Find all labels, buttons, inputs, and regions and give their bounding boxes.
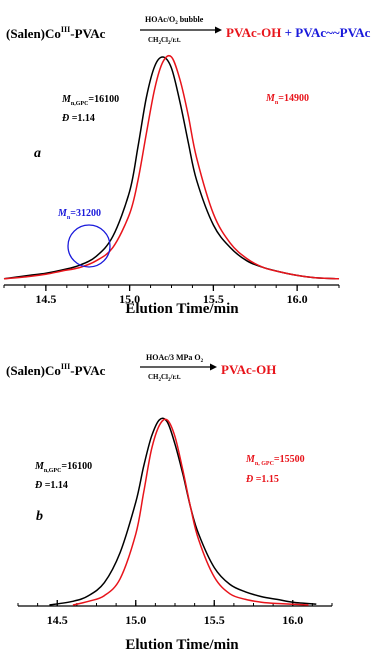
scheme-b-arrow-bottom: CH2Cl2/r.t. xyxy=(148,373,181,383)
scheme-a-arrow-head xyxy=(215,26,222,34)
annotation-b-dispersity: Đ =1.14 xyxy=(34,480,68,491)
scheme-a-arrow-bottom: CH2Cl2/r.t. xyxy=(148,36,181,46)
highlight-circle-a xyxy=(67,224,111,268)
series-black-curve-b xyxy=(49,417,317,606)
annotation-b-mn-red: Mn, GPC=15500 xyxy=(245,454,305,467)
annotation-a-mn-gpc: Mn,GPC=16100 xyxy=(61,94,119,107)
x-tick-label: 15.5 xyxy=(204,613,225,627)
scheme-a-reactant: (Salen)CoIII-PVAc xyxy=(6,25,106,41)
scheme-b-arrow-head xyxy=(210,363,217,371)
x-tick-label: 16.0 xyxy=(287,292,308,306)
scheme-b-reactant: (Salen)CoIII-PVAc xyxy=(6,362,106,378)
scheme-a-products: PVAc-OH + PVAc~~PVAc xyxy=(226,25,371,40)
panel-a: (Salen)CoIII-PVAc HOAc/O2 bubble CH2Cl2/… xyxy=(3,15,371,317)
x-tick-label: 15.0 xyxy=(125,613,146,627)
series-black-curve-a xyxy=(3,56,340,280)
panel-label-b: b xyxy=(36,509,43,524)
x-tick-label: 14.5 xyxy=(47,613,68,627)
series-red-curve-a xyxy=(3,54,340,280)
panel-label-a: a xyxy=(34,146,41,161)
x-ticks-b: 14.5 15.0 15.5 16.0 xyxy=(17,600,333,627)
annotation-a-mn-red: Mn=14900 xyxy=(265,93,309,106)
scheme-b-arrow-top: HOAc/3 MPa O2 xyxy=(146,353,204,364)
annotation-a-dispersity: Đ =1.14 xyxy=(61,113,95,124)
x-tick-label: 15.5 xyxy=(203,292,224,306)
series-red-curve-b xyxy=(72,418,309,606)
annotation-a-mn-blue: Mn=31200 xyxy=(57,208,101,221)
annotation-b-dispersity-red: Đ =1.15 xyxy=(245,474,279,485)
panel-b: (Salen)CoIII-PVAc HOAc/3 MPa O2 CH2Cl2/r… xyxy=(6,353,333,653)
x-tick-label: 16.0 xyxy=(282,613,303,627)
annotation-b-mn-gpc: Mn,GPC=16100 xyxy=(34,461,92,474)
x-tick-label: 14.5 xyxy=(35,292,56,306)
scheme-b-product: PVAc-OH xyxy=(221,362,276,377)
x-axis-label-a: Elution Time/min xyxy=(125,301,239,317)
scheme-a-arrow-top: HOAc/O2 bubble xyxy=(145,15,204,26)
x-ticks-a: 14.5 15.0 15.5 16.0 xyxy=(3,285,340,306)
x-tick-label: 15.0 xyxy=(119,292,140,306)
x-axis-label-b: Elution Time/min xyxy=(125,637,239,653)
